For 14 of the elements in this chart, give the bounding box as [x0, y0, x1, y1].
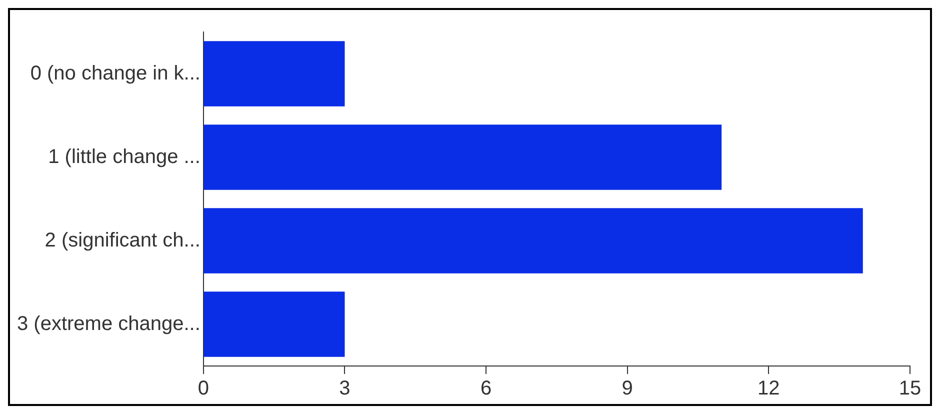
x-tick-label: 9: [622, 378, 633, 400]
x-tick-label: 0: [198, 378, 209, 400]
x-tick-label: 15: [898, 378, 922, 400]
bar: [204, 292, 345, 357]
bar: [204, 41, 345, 106]
bar: [204, 124, 722, 190]
y-tick-label: 3 (extreme change...: [16, 312, 200, 335]
x-tick-label: 3: [339, 378, 350, 400]
y-tick-label: 2 (significant ch...: [44, 229, 200, 252]
x-tick-label: 6: [480, 378, 492, 400]
y-tick-label: 0 (no change in k...: [30, 62, 200, 84]
y-tick-label: 1 (little change ...: [48, 146, 200, 168]
x-tick-label: 12: [758, 378, 780, 400]
bar: [204, 208, 863, 274]
